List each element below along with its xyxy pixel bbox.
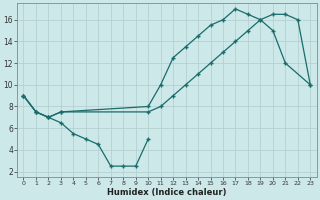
X-axis label: Humidex (Indice chaleur): Humidex (Indice chaleur)	[107, 188, 227, 197]
